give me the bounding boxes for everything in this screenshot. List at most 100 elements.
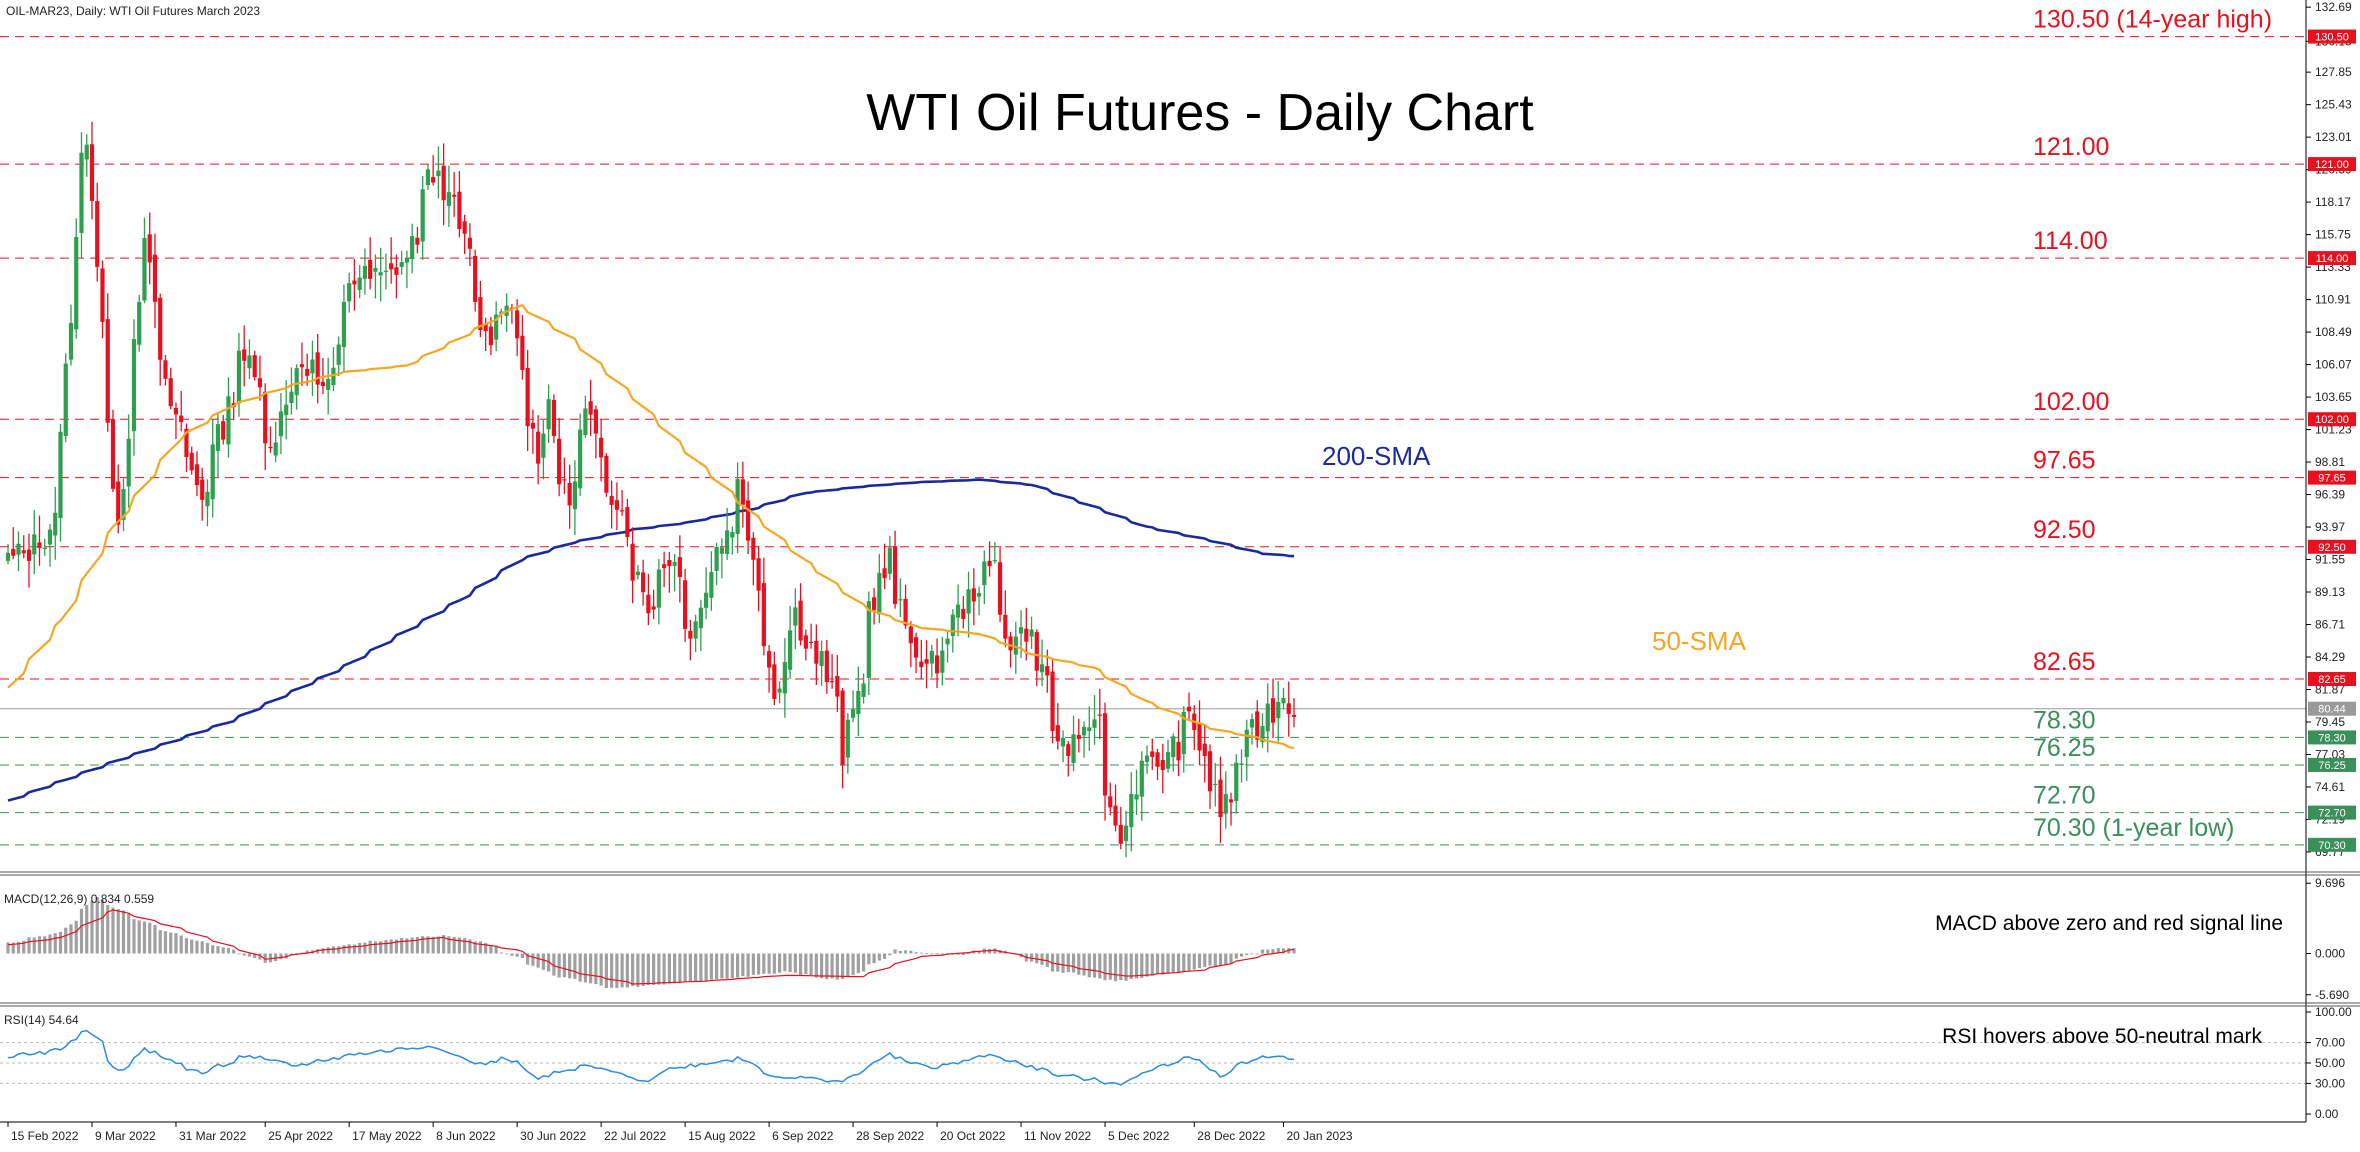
candle-body xyxy=(1139,760,1144,797)
candle-body xyxy=(1123,825,1129,842)
candle-body xyxy=(730,532,735,538)
macd-histogram-bar xyxy=(1266,949,1270,954)
candle-body xyxy=(871,597,877,611)
macd-histogram-bar xyxy=(200,941,204,954)
candle-body xyxy=(950,614,955,636)
level-label: 92.50 xyxy=(2033,516,2096,544)
candle-body xyxy=(546,399,551,430)
macd-histogram-bar xyxy=(368,940,372,954)
macd-histogram-bar xyxy=(1098,953,1102,979)
candle-body xyxy=(483,323,488,332)
candle-body xyxy=(578,429,583,489)
macd-histogram-bar xyxy=(1187,953,1191,971)
candle-body xyxy=(488,326,494,346)
candle-body xyxy=(751,537,756,560)
candle-body xyxy=(1291,714,1297,717)
level-label: 76.25 xyxy=(2033,734,2096,762)
macd-histogram-bar xyxy=(331,946,336,954)
macd-histogram-bar xyxy=(1182,953,1186,972)
macd-histogram-bar xyxy=(1224,953,1228,965)
candle-body xyxy=(173,408,179,415)
macd-histogram-bar xyxy=(919,952,923,954)
macd-histogram-bar xyxy=(793,953,797,973)
macd-histogram-bar xyxy=(541,953,545,970)
macd-histogram-bar xyxy=(788,953,792,972)
date-tick-label: 20 Jan 2023 xyxy=(1287,1129,1353,1143)
candle-body xyxy=(793,607,798,626)
macd-histogram-bar xyxy=(924,952,929,954)
candle-body xyxy=(562,479,567,481)
macd-histogram-bar xyxy=(741,953,745,977)
macd-histogram-bar xyxy=(505,953,509,955)
macd-histogram-bar xyxy=(494,946,498,954)
candle-body xyxy=(205,491,210,507)
macd-histogram-bar xyxy=(762,953,766,974)
candle-body xyxy=(11,548,16,556)
candle-body xyxy=(866,601,871,679)
level-price-tag-text: 82.65 xyxy=(2318,674,2346,686)
macd-histogram-bar xyxy=(604,953,608,989)
date-tick-label: 9 Mar 2022 xyxy=(95,1129,156,1143)
date-tick-label: 28 Sep 2022 xyxy=(856,1129,924,1143)
date-tick-label: 28 Dec 2022 xyxy=(1197,1129,1265,1143)
level-price-tag-text: 78.30 xyxy=(2318,732,2346,744)
candle-body xyxy=(882,568,887,579)
candle-body xyxy=(798,600,803,641)
candle-body xyxy=(892,546,898,605)
candle-body xyxy=(898,599,903,601)
candle-body xyxy=(357,277,362,290)
macd-note: MACD above zero and red signal line xyxy=(1935,912,2283,935)
macd-histogram-bar xyxy=(819,953,824,979)
candle-body xyxy=(609,495,614,505)
macd-histogram-bar xyxy=(830,953,834,979)
candle-body xyxy=(808,641,814,643)
candle-body xyxy=(58,431,63,519)
candle-body xyxy=(1097,714,1102,716)
macd-histogram-bar xyxy=(442,935,446,954)
level-price-tag-text: 102.00 xyxy=(2315,414,2349,426)
macd-histogram-bar xyxy=(295,953,299,954)
candle-body xyxy=(404,258,410,263)
candle-body xyxy=(1270,698,1276,723)
rsi-note: RSI hovers above 50-neutral mark xyxy=(1942,1025,2262,1048)
candle-body xyxy=(599,437,604,458)
macd-histogram-bar xyxy=(1071,953,1076,973)
candle-body xyxy=(347,283,352,302)
macd-histogram-bar xyxy=(578,953,582,982)
macd-histogram-bar xyxy=(69,924,73,954)
macd-histogram-bar xyxy=(400,937,404,954)
rsi-panel xyxy=(0,1029,2306,1086)
macd-histogram-bar xyxy=(594,953,598,985)
candle-body xyxy=(767,651,772,668)
candle-body xyxy=(1024,628,1029,642)
macd-histogram-bar xyxy=(1255,953,1259,955)
macd-histogram-bar xyxy=(457,937,462,954)
candle-body xyxy=(1213,783,1218,786)
macd-histogram-bar xyxy=(1066,953,1070,973)
macd-histogram-bar xyxy=(825,953,829,980)
macd-histogram-bar xyxy=(751,953,755,975)
macd-histogram-bar xyxy=(221,947,225,954)
macd-histogram-bar xyxy=(935,953,939,955)
candle-body xyxy=(709,572,714,598)
candle-body xyxy=(37,542,42,549)
candle-body xyxy=(877,572,882,615)
candle-body xyxy=(1150,751,1155,757)
candle-body xyxy=(1008,636,1013,651)
macd-histogram-bar xyxy=(772,953,776,974)
candle-body xyxy=(1102,713,1108,796)
candle-body xyxy=(137,302,142,345)
macd-histogram-bar xyxy=(190,939,194,954)
macd-histogram-bar xyxy=(305,950,309,954)
macd-histogram-bar xyxy=(263,953,267,963)
macd-histogram-bar xyxy=(37,936,42,954)
candle-body xyxy=(1071,734,1076,763)
macd-histogram-bar xyxy=(1119,953,1123,980)
macd-histogram-bar xyxy=(32,937,36,954)
price-tick-label: 74.61 xyxy=(2315,780,2345,794)
macd-histogram-bar xyxy=(673,953,677,984)
level-price-tag xyxy=(2308,251,2356,266)
macd-histogram-bar xyxy=(1292,948,1296,954)
candle-body xyxy=(530,422,535,429)
